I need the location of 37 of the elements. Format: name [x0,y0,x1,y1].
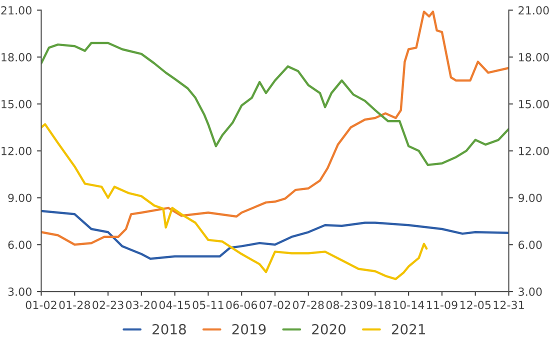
line-series [41,123,428,280]
x-tick-label: 01-02 [26,300,56,310]
x-tick-label: 06-06 [226,300,258,310]
x-tick-label: 02-23 [92,300,124,310]
legend-label: 2021 [392,324,425,334]
x-tick-label: 12-05 [460,300,491,310]
y2-tick-label: 21.00 [518,6,549,15]
x-tick-label: 12-31 [494,300,524,310]
x-tick-label: 04-15 [159,300,190,310]
legend-label: 2020 [312,324,346,334]
y2-tick-label: 18.00 [519,53,549,62]
x-tick-label: 10-14 [394,300,424,310]
y-tick-label: 6.00 [8,240,32,250]
y-tick-label: 15.00 [2,100,32,108]
line-series [41,10,509,246]
line-series [41,42,509,166]
x-tick-label: 07-02 [260,300,290,310]
x-tick-label: 09-18 [360,300,391,310]
y-tick-label: 18.00 [2,53,32,62]
y2-tick-label: 12.00 [519,146,549,156]
y2-tick-label: 6.00 [518,240,542,250]
y2-tick-label: 15.00 [519,100,549,108]
legend-label: 2018 [152,324,186,334]
x-tick-label: 07-28 [292,300,324,310]
y2-tick-label: 9.00 [518,194,542,202]
line-series [41,210,509,260]
y-tick-label: 9.00 [8,194,32,202]
legend-label: 2019 [232,324,266,334]
y-tick-label: 21.00 [1,6,32,15]
y2-tick-label: 3.00 [518,288,542,296]
y-tick-label: 3.00 [8,288,32,296]
x-tick-label: 11-09 [427,300,458,310]
x-tick-label: 05-11 [192,300,224,310]
x-tick-label: 01-28 [59,300,90,310]
x-tick-label: 08-23 [326,300,358,310]
x-tick-label: 03-20 [126,300,157,310]
y-tick-label: 12.00 [2,146,32,156]
